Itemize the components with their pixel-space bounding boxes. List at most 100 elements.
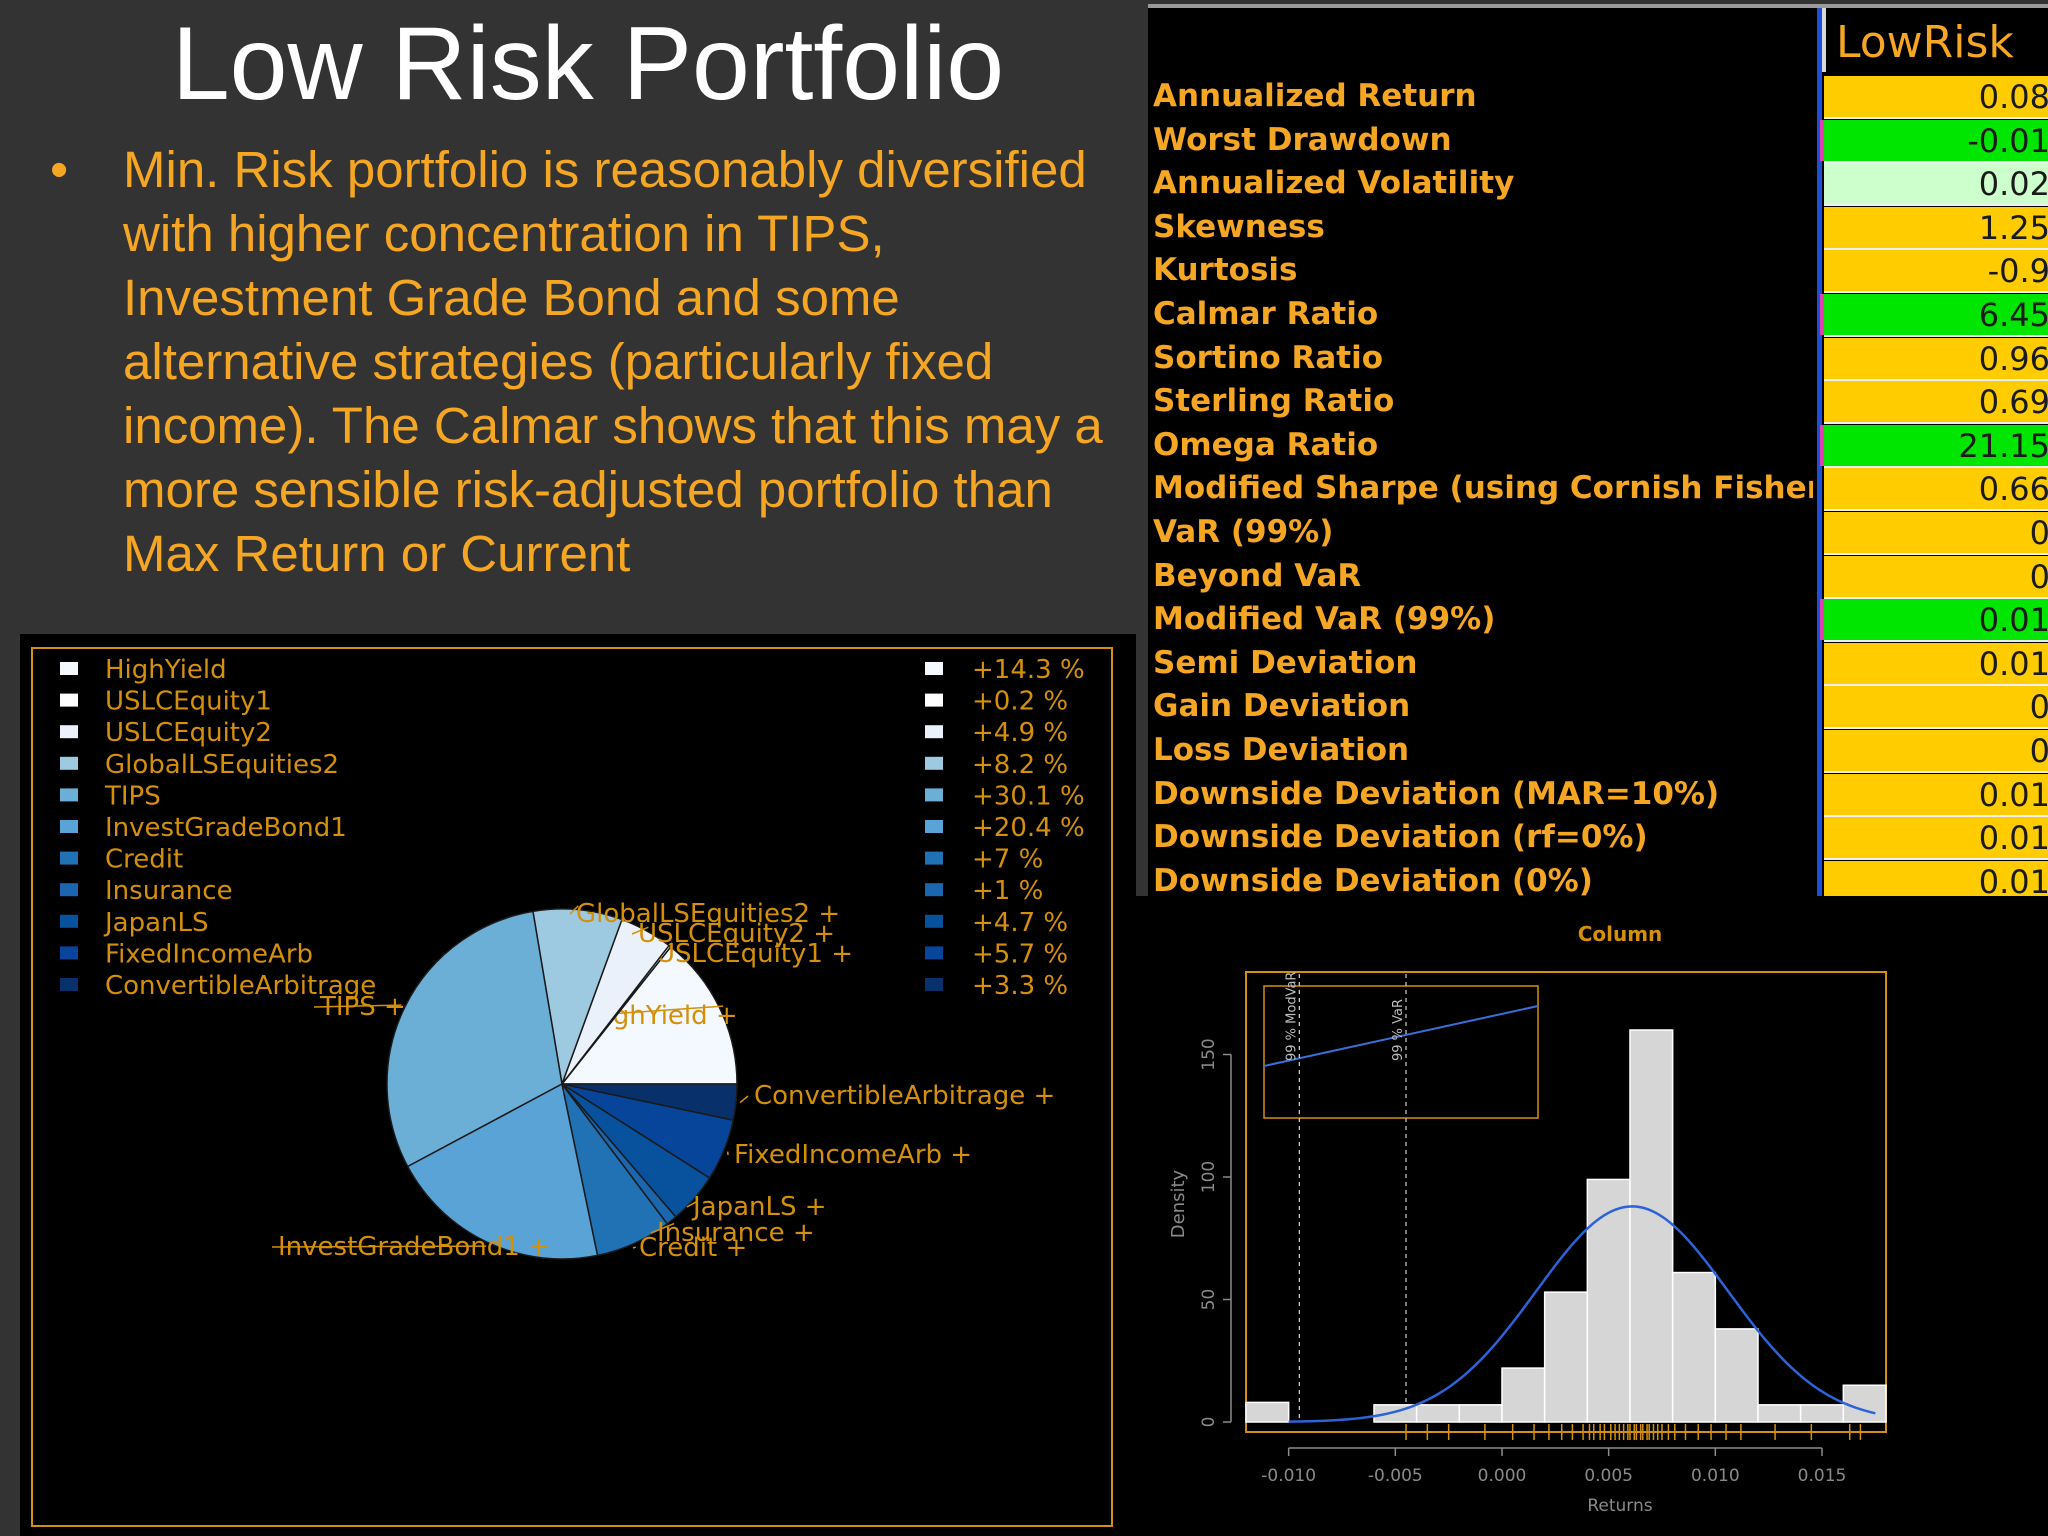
stat-value-cell[interactable]: 0.01 (1824, 860, 2048, 900)
stat-value-cell[interactable]: 0.01 (1824, 817, 2048, 861)
stat-value-cell[interactable]: -0.01 (1820, 119, 2048, 163)
plot-frame (31, 647, 1113, 1527)
legend-percent: +4.9 % (972, 718, 1068, 748)
legend-percent: +8.2 % (972, 750, 1068, 780)
stat-label: Annualized Return (1153, 78, 1477, 114)
slice-leader-line (569, 905, 579, 915)
stat-value-cell[interactable]: 0.96 (1824, 337, 2048, 381)
legend-swatch (60, 756, 78, 770)
histogram-bar (1629, 1029, 1674, 1423)
slice-leader-line (313, 1004, 402, 1008)
stats-row: Downside Deviation (rf=0%) 0.01 (1148, 816, 2048, 861)
column-header[interactable]: LowRisk (1822, 8, 2048, 72)
stats-row: Sterling Ratio 0.69 (1148, 380, 2048, 425)
stat-value: 1.25 (1978, 208, 2048, 247)
stats-row: Semi Deviation 0.01 (1148, 642, 2048, 686)
stat-label: Downside Deviation (rf=0%) (1153, 819, 1648, 856)
histogram-chart: Column 99 % ModVaR 99 % VaR -0.010 -0.005 0.0… (1168, 922, 1887, 1516)
stat-value-cell[interactable]: 0 (1824, 730, 2048, 773)
bullet-dot: • (50, 141, 69, 199)
stat-value-cell[interactable]: 0.08 (1824, 76, 2048, 119)
stats-row: Omega Ratio 21.15 (1148, 424, 2048, 468)
slice-label: GlobalLSEquities2 + (576, 899, 840, 929)
legend-label: USLCEquity1 (105, 687, 272, 717)
stat-value: 0 (2029, 688, 2048, 727)
x-tick-label: 0.000 (1478, 1466, 1527, 1486)
stat-value-cell[interactable]: 0 (1824, 686, 2048, 730)
legend-percent: +1 % (972, 876, 1043, 906)
stat-value: 0.66 (1978, 470, 2048, 509)
stat-value-cell[interactable]: 0.01 (1824, 642, 2048, 686)
histogram-title: Column (1578, 922, 1663, 946)
stat-label: Semi Deviation (1153, 644, 1418, 681)
slice-label: USLCEquity1 + (656, 939, 853, 969)
pie-slice (560, 945, 738, 1085)
pie-chart-panel: HighYield +14.3 % USLCEquity1 +0.2 % USLCEqu… (20, 634, 1136, 1536)
stat-value-cell[interactable]: 0.69 (1824, 381, 2048, 425)
legend-swatch (60, 820, 78, 833)
stat-value: 0.96 (1978, 339, 2048, 378)
slice-leader-line (739, 1095, 749, 1104)
stat-value-cell[interactable]: 6.45 (1820, 294, 2048, 337)
legend-label: Insurance (105, 876, 233, 906)
stat-label: Gain Deviation (1153, 688, 1411, 725)
pie-slice (406, 1082, 599, 1260)
legend-swatch (60, 978, 78, 991)
y-tick-label: 0 (1199, 1417, 1219, 1428)
stats-row: Downside Deviation (MAR=10%) 0.01 (1148, 773, 2048, 817)
x-tick-label: -0.010 (1261, 1466, 1316, 1486)
legend-percent: +30.1 % (972, 781, 1085, 811)
stat-value-cell[interactable]: 0.01 (1820, 599, 2048, 643)
legend-swatch (60, 914, 78, 928)
legend-label: JapanLS (103, 908, 209, 938)
stat-value: -0.01 (1967, 121, 2048, 160)
stat-value-cell[interactable]: 0.01 (1824, 773, 2048, 817)
stat-label: Sterling Ratio (1153, 383, 1395, 420)
histogram-bar (1501, 1367, 1546, 1423)
legend-swatch (925, 883, 943, 897)
stats-row: Sortino Ratio 0.96 (1148, 337, 2048, 381)
legend-label: FixedIncomeArb (105, 939, 313, 969)
stat-label: VaR (99%) (1153, 514, 1334, 550)
x-tick-label: 0.005 (1584, 1466, 1633, 1486)
stat-value-cell[interactable]: 0.02 (1824, 163, 2048, 207)
stat-value-cell[interactable]: 0 (1824, 512, 2048, 555)
stat-value-cell[interactable]: 0 (1824, 555, 2048, 599)
slice-label: JapanLS + (691, 1192, 827, 1222)
legend-percent: +0.2 % (972, 687, 1068, 717)
normal-curve (1288, 1205, 1876, 1423)
legend-percent: +20.4 % (972, 813, 1085, 843)
stat-value: 0.02 (1978, 165, 2048, 204)
var-line-label: 99 % ModVaR (1284, 972, 1299, 1061)
histogram-bar (1757, 1404, 1802, 1423)
var-line-label: 99 % VaR (1391, 999, 1406, 1061)
legend-percent: +4.7 % (972, 908, 1068, 938)
stat-label: Skewness (1153, 208, 1325, 245)
stats-row: Worst Drawdown -0.01 (1148, 119, 2048, 163)
pie-chart: HighYield +14.3 % USLCEquity1 +0.2 % USLCEqu… (31, 647, 1113, 1527)
legend-label: USLCEquity2 (105, 718, 272, 748)
stats-row: Annualized Volatility 0.02 (1148, 162, 2048, 207)
legend-swatch (925, 914, 943, 928)
stat-value-cell[interactable]: 1.25 (1824, 206, 2048, 250)
slice-label: InvestGradeBond1 + (278, 1232, 550, 1262)
slice-label: ConvertibleArbitrage + (754, 1081, 1055, 1111)
stat-label: Loss Deviation (1153, 732, 1410, 768)
stat-value-cell[interactable]: -0.9 (1824, 250, 2048, 294)
stat-value-cell[interactable]: 0.66 (1824, 468, 2048, 512)
legend-swatch (60, 725, 78, 739)
histogram-bar (1543, 1291, 1589, 1423)
histogram-bar (1458, 1404, 1503, 1423)
slice-label: Insurance + (657, 1218, 815, 1248)
slide-title: Low Risk Portfolio (171, 6, 1005, 122)
stats-row: Modified VaR (99%) 0.01 (1148, 598, 2048, 643)
legend-swatch (60, 883, 78, 897)
stat-label: Downside Deviation (MAR=10%) (1153, 775, 1720, 812)
stat-value: 6.45 (1978, 296, 2048, 334)
stats-row: Kurtosis -0.9 (1148, 249, 2048, 294)
legend-percent: +5.7 % (972, 939, 1068, 969)
x-tick-label: 0.010 (1691, 1466, 1740, 1486)
legend-swatch (925, 851, 943, 865)
stat-value-cell[interactable]: 21.15 (1820, 424, 2048, 468)
stats-table: LowRisk Annualized Return 0.08 Worst Drawd… (1148, 4, 2048, 900)
